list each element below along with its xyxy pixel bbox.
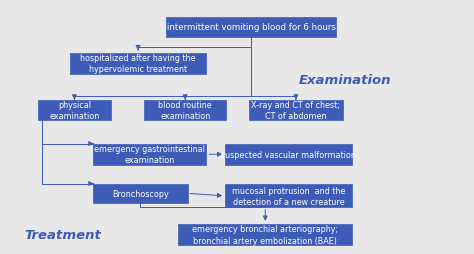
Text: Examination: Examination xyxy=(299,74,392,87)
Text: hospitalized after having the
hypervolemic treatment: hospitalized after having the hypervolem… xyxy=(80,54,196,74)
FancyBboxPatch shape xyxy=(70,54,206,74)
Text: emergency gastrointestinal
examination: emergency gastrointestinal examination xyxy=(94,145,205,165)
FancyBboxPatch shape xyxy=(225,185,353,208)
Text: X-ray and CT of chest;
CT of abdomen: X-ray and CT of chest; CT of abdomen xyxy=(252,101,340,121)
Text: Bronchoscopy: Bronchoscopy xyxy=(112,189,169,198)
FancyBboxPatch shape xyxy=(144,100,227,121)
Text: emergency bronchial arteriography;
bronchial artery embolization (BAE): emergency bronchial arteriography; bronc… xyxy=(192,225,338,245)
Text: suspected vascular malformation: suspected vascular malformation xyxy=(221,150,356,159)
Text: Treatment: Treatment xyxy=(24,228,101,241)
FancyBboxPatch shape xyxy=(93,184,188,203)
FancyBboxPatch shape xyxy=(178,224,353,245)
FancyBboxPatch shape xyxy=(225,144,353,165)
Text: physical
examination: physical examination xyxy=(49,101,100,121)
Text: intermittent vomiting blood for 6 hours: intermittent vomiting blood for 6 hours xyxy=(167,23,336,32)
FancyBboxPatch shape xyxy=(249,100,343,121)
Text: mucosal protrusion  and the
detection of a new creature: mucosal protrusion and the detection of … xyxy=(232,186,346,206)
FancyBboxPatch shape xyxy=(93,144,206,165)
Text: blood routine
examination: blood routine examination xyxy=(158,101,212,121)
FancyBboxPatch shape xyxy=(38,100,111,121)
FancyBboxPatch shape xyxy=(166,18,336,38)
